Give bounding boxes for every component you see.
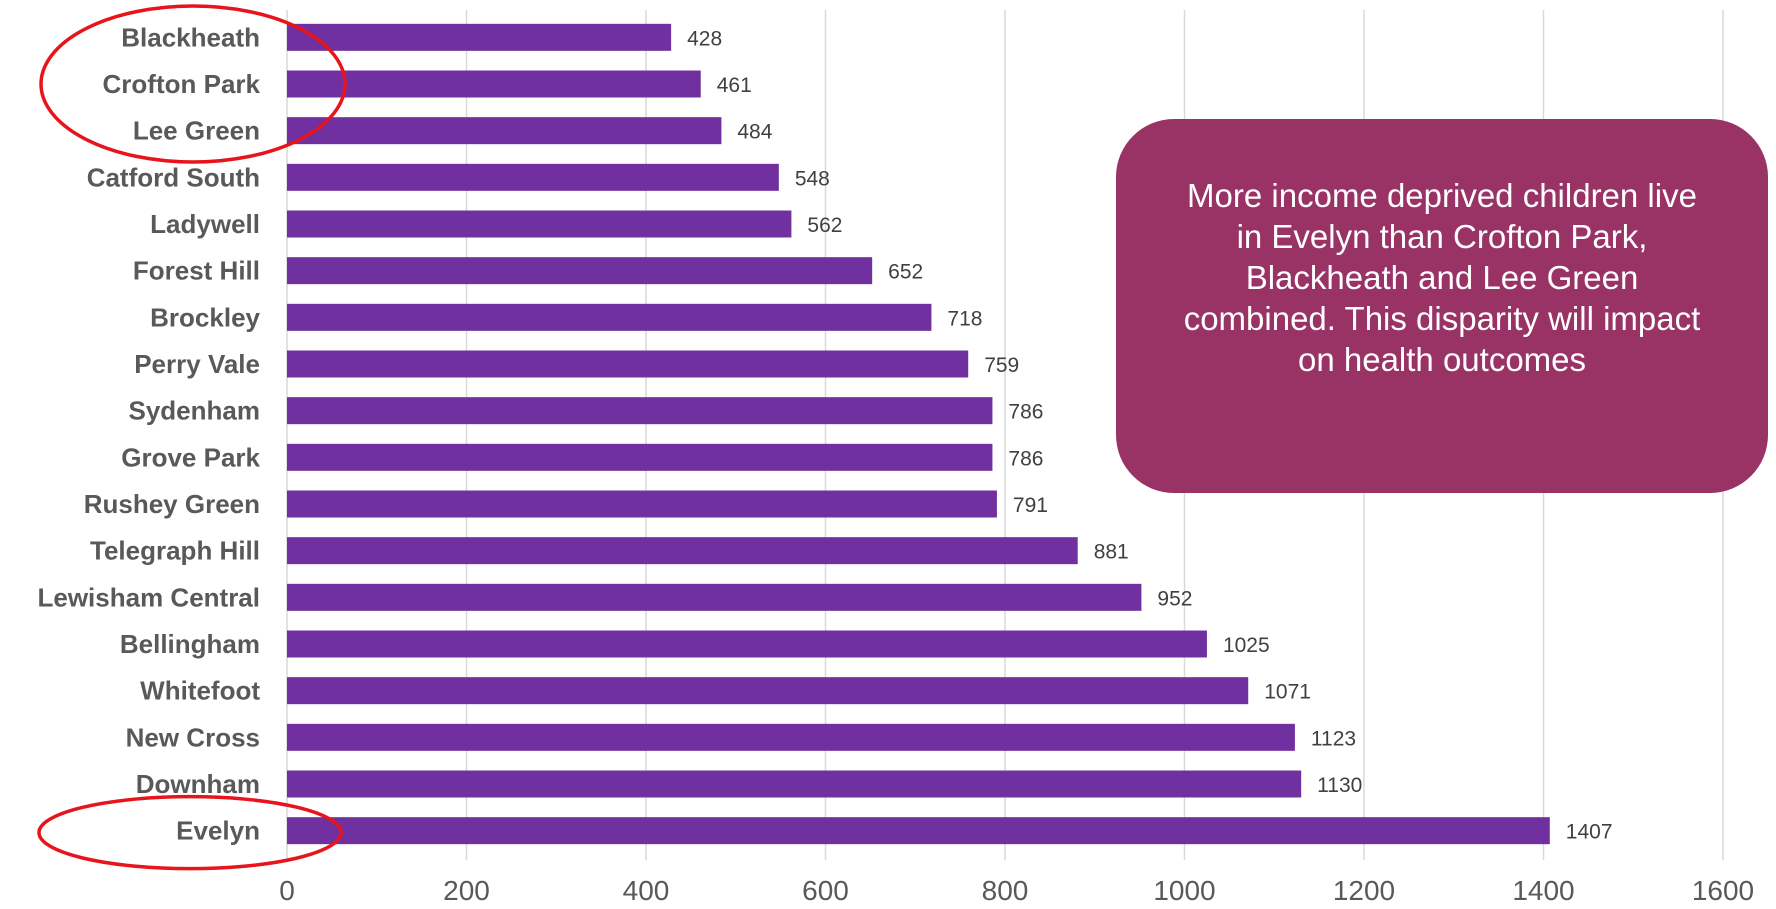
value-label: 786 — [1008, 447, 1043, 470]
category-label: New Cross — [126, 722, 260, 752]
bar — [287, 443, 993, 471]
value-label: 1025 — [1223, 634, 1270, 657]
value-label: 786 — [1008, 401, 1043, 424]
x-tick-label: 1000 — [1153, 875, 1215, 906]
category-label: Bellingham — [120, 629, 260, 659]
value-label: 1071 — [1264, 681, 1311, 704]
x-tick-label: 800 — [982, 875, 1029, 906]
value-label: 562 — [807, 214, 842, 237]
category-label: Downham — [136, 769, 260, 799]
bars — [287, 23, 1550, 845]
category-label: Whitefoot — [140, 676, 260, 706]
category-label: Telegraph Hill — [90, 536, 260, 566]
category-label: Grove Park — [121, 442, 260, 472]
value-label: 484 — [737, 121, 772, 144]
value-label: 1130 — [1317, 774, 1362, 797]
category-label: Rushey Green — [84, 489, 260, 519]
x-tick-label: 1600 — [1692, 875, 1754, 906]
value-label: 952 — [1157, 587, 1192, 610]
x-tick-label: 400 — [623, 875, 670, 906]
category-label: Sydenham — [129, 396, 261, 426]
bar — [287, 770, 1302, 798]
x-tick-label: 1200 — [1333, 875, 1395, 906]
x-tick-label: 200 — [443, 875, 490, 906]
category-label: Blackheath — [121, 22, 260, 52]
category-label: Crofton Park — [103, 69, 261, 99]
value-label: 718 — [947, 307, 982, 330]
bar — [287, 583, 1142, 611]
category-label: Brockley — [150, 302, 260, 332]
value-label: 461 — [717, 74, 752, 97]
value-label: 428 — [687, 27, 722, 50]
category-label: Ladywell — [150, 209, 260, 239]
category-label: Lee Green — [133, 116, 260, 146]
highlight-rings — [37, 4, 347, 871]
value-label: 881 — [1094, 541, 1129, 564]
bar — [287, 163, 779, 191]
category-labels: Blackheath Crofton Park Lee Green Catford S… — [37, 22, 260, 845]
bar — [287, 257, 873, 285]
bar — [287, 630, 1207, 658]
highlight-ellipse-top-group — [39, 4, 347, 164]
callout-box: More income deprived children live in Ev… — [1116, 119, 1768, 493]
value-label: 1407 — [1566, 821, 1613, 844]
bar — [287, 23, 672, 51]
callout-text: More income deprived children live in Ev… — [1183, 177, 1701, 378]
value-label: 759 — [984, 354, 1019, 377]
x-tick-label: 1400 — [1512, 875, 1574, 906]
highlight-ellipse-evelyn — [37, 794, 343, 871]
category-label: Evelyn — [176, 816, 260, 846]
bar — [287, 397, 993, 425]
bar — [287, 70, 701, 98]
value-label: 652 — [888, 261, 923, 284]
category-label: Catford South — [87, 162, 260, 192]
bar — [287, 350, 969, 378]
bar — [287, 677, 1249, 705]
value-label: 548 — [795, 167, 830, 190]
category-label: Perry Vale — [134, 349, 260, 379]
value-labels: 428 461 484 548 562 652 718 759 786 786 791 881 952 1… — [687, 27, 1612, 843]
x-tick-label: 600 — [802, 875, 849, 906]
bar — [287, 817, 1550, 845]
bar — [287, 490, 997, 518]
value-label: 1123 — [1311, 727, 1356, 750]
bar — [287, 723, 1295, 751]
x-tick-label: 0 — [279, 875, 295, 906]
x-axis-tick-labels: 0 200 400 600 800 1000 1200 1400 1600 — [279, 875, 1754, 906]
category-label: Forest Hill — [133, 256, 260, 286]
category-label: Lewisham Central — [37, 582, 260, 612]
bar — [287, 303, 932, 331]
bar — [287, 210, 792, 238]
value-label: 791 — [1013, 494, 1048, 517]
bar — [287, 117, 722, 145]
bar — [287, 537, 1078, 565]
